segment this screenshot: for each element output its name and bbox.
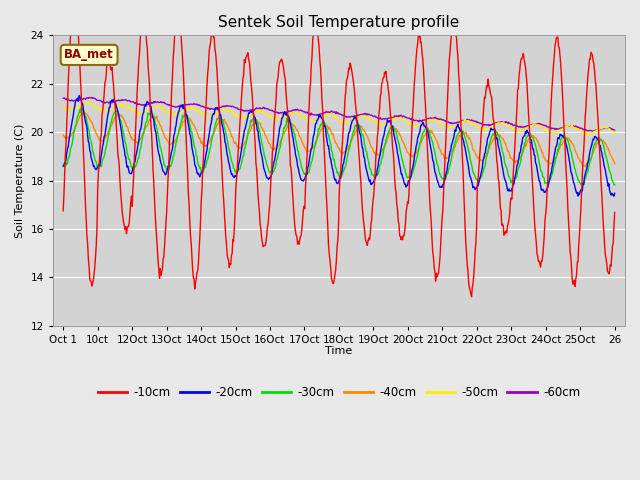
Line: -50cm: -50cm — [63, 103, 614, 135]
-40cm — [275, 143, 282, 149]
-10cm — [253, 178, 261, 184]
-30cm — [60, 164, 67, 169]
-30cm — [611, 182, 618, 188]
Title: Sentek Soil Temperature profile: Sentek Soil Temperature profile — [218, 15, 460, 30]
-50cm — [611, 130, 618, 136]
-50cm — [82, 100, 90, 106]
-50cm — [397, 116, 404, 121]
-40cm — [60, 132, 67, 138]
Line: -40cm: -40cm — [63, 112, 614, 167]
Y-axis label: Soil Temperature (C): Soil Temperature (C) — [15, 123, 25, 238]
-30cm — [253, 120, 261, 126]
-60cm — [611, 127, 618, 133]
-50cm — [585, 132, 593, 138]
-10cm — [428, 221, 435, 227]
Legend: -10cm, -20cm, -30cm, -40cm, -50cm, -60cm: -10cm, -20cm, -30cm, -40cm, -50cm, -60cm — [93, 381, 585, 404]
-60cm — [88, 95, 96, 100]
-60cm — [125, 97, 132, 103]
-20cm — [397, 166, 404, 171]
X-axis label: Time: Time — [325, 346, 353, 356]
-30cm — [125, 156, 132, 162]
-60cm — [397, 113, 404, 119]
-40cm — [428, 127, 435, 133]
-20cm — [125, 167, 132, 173]
-60cm — [253, 106, 261, 111]
Line: -30cm: -30cm — [63, 108, 614, 185]
-50cm — [125, 105, 132, 110]
-40cm — [80, 109, 88, 115]
-40cm — [125, 129, 132, 135]
-20cm — [275, 136, 282, 142]
-10cm — [226, 261, 234, 266]
-60cm — [428, 116, 435, 122]
-20cm — [253, 128, 261, 133]
-40cm — [397, 133, 404, 139]
-10cm — [611, 210, 618, 216]
-30cm — [77, 105, 85, 110]
-20cm — [60, 163, 67, 169]
-40cm — [253, 119, 261, 124]
-20cm — [610, 193, 618, 199]
-50cm — [253, 109, 261, 115]
Line: -20cm: -20cm — [63, 96, 614, 196]
-30cm — [275, 152, 282, 157]
-10cm — [468, 294, 476, 300]
-10cm — [125, 223, 132, 229]
Line: -60cm: -60cm — [63, 97, 614, 131]
-60cm — [589, 128, 596, 134]
Line: -10cm: -10cm — [63, 5, 614, 297]
-50cm — [226, 108, 234, 114]
-40cm — [581, 164, 589, 169]
-50cm — [275, 117, 282, 122]
-10cm — [70, 2, 78, 8]
-50cm — [60, 105, 67, 110]
-10cm — [60, 208, 67, 214]
-10cm — [275, 73, 282, 79]
-30cm — [226, 151, 234, 156]
-20cm — [428, 148, 435, 154]
-30cm — [428, 136, 435, 142]
-40cm — [226, 129, 234, 135]
-10cm — [397, 233, 404, 239]
-40cm — [611, 161, 618, 167]
-20cm — [611, 191, 618, 196]
-20cm — [75, 93, 83, 98]
-20cm — [226, 166, 234, 171]
-30cm — [397, 149, 404, 155]
-60cm — [275, 109, 282, 115]
Text: BA_met: BA_met — [64, 48, 114, 61]
-60cm — [60, 95, 67, 101]
-60cm — [226, 103, 234, 109]
-50cm — [428, 117, 435, 122]
